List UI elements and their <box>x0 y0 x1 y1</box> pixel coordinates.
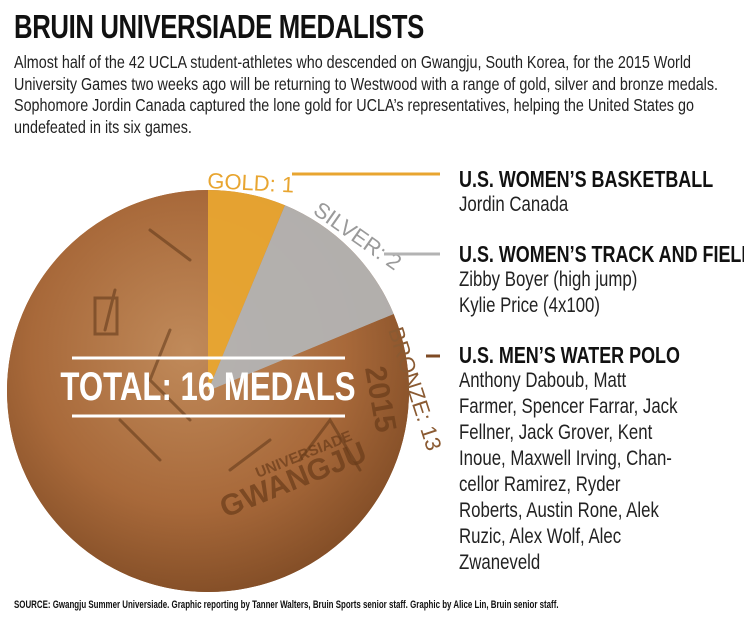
athlete-line: Roberts, Austin Rone, Alek <box>459 499 659 522</box>
medal-engraving <box>93 228 362 472</box>
slice-label-gold: GOLD: 1 <box>207 168 295 198</box>
pie-slice-silver <box>208 205 394 391</box>
total-label: TOTAL: 16 MEDALS <box>60 364 355 409</box>
group-title: U.S. WOMEN’S TRACK AND FIELD <box>459 241 744 267</box>
athlete-line: Inoue, Maxwell Irving, Chan- <box>459 447 672 470</box>
athlete-line: Jordin Canada <box>459 193 569 216</box>
athlete-line: Ruzic, Alex Wolf, Alec <box>459 525 622 548</box>
pie-slice-gold <box>208 190 285 391</box>
page-title: BRUIN UNIVERSIADE MEDALISTS <box>14 8 424 45</box>
engraving-figure <box>93 296 119 336</box>
intro-paragraph: Almost half of the 42 UCLA student-athle… <box>14 52 719 137</box>
athlete-line: Anthony Daboub, Matt <box>459 369 627 392</box>
pie-slice-bronze <box>7 190 410 593</box>
source-note: SOURCE: Gwangju Summer Universiade. Grap… <box>14 599 559 611</box>
athlete-line: Fellner, Jack Grover, Kent <box>459 421 653 444</box>
athlete-line: Kylie Price (4x100) <box>459 294 600 317</box>
athlete-line: Farmer, Spencer Farrar, Jack <box>459 395 678 418</box>
group-title: U.S. MEN’S WATER POLO <box>459 342 680 368</box>
medalist-group-bronze: U.S. MEN’S WATER POLO Anthony Daboub, Mat… <box>459 342 742 576</box>
medalist-group-silver: U.S. WOMEN’S TRACK AND FIELD Zibby Boyer … <box>459 241 744 319</box>
medalist-group-gold: U.S. WOMEN’S BASKETBALL Jordin Canada <box>459 166 744 218</box>
athlete-line: cellor Ramirez, Ryder <box>459 473 621 496</box>
group-title: U.S. WOMEN’S BASKETBALL <box>459 166 714 192</box>
engraving-lines <box>103 228 362 472</box>
athlete-line: Zwaneveld <box>459 551 541 574</box>
total-label-group: TOTAL: 16 MEDALS <box>60 356 356 418</box>
athlete-line: Zibby Boyer (high jump) <box>459 268 638 291</box>
